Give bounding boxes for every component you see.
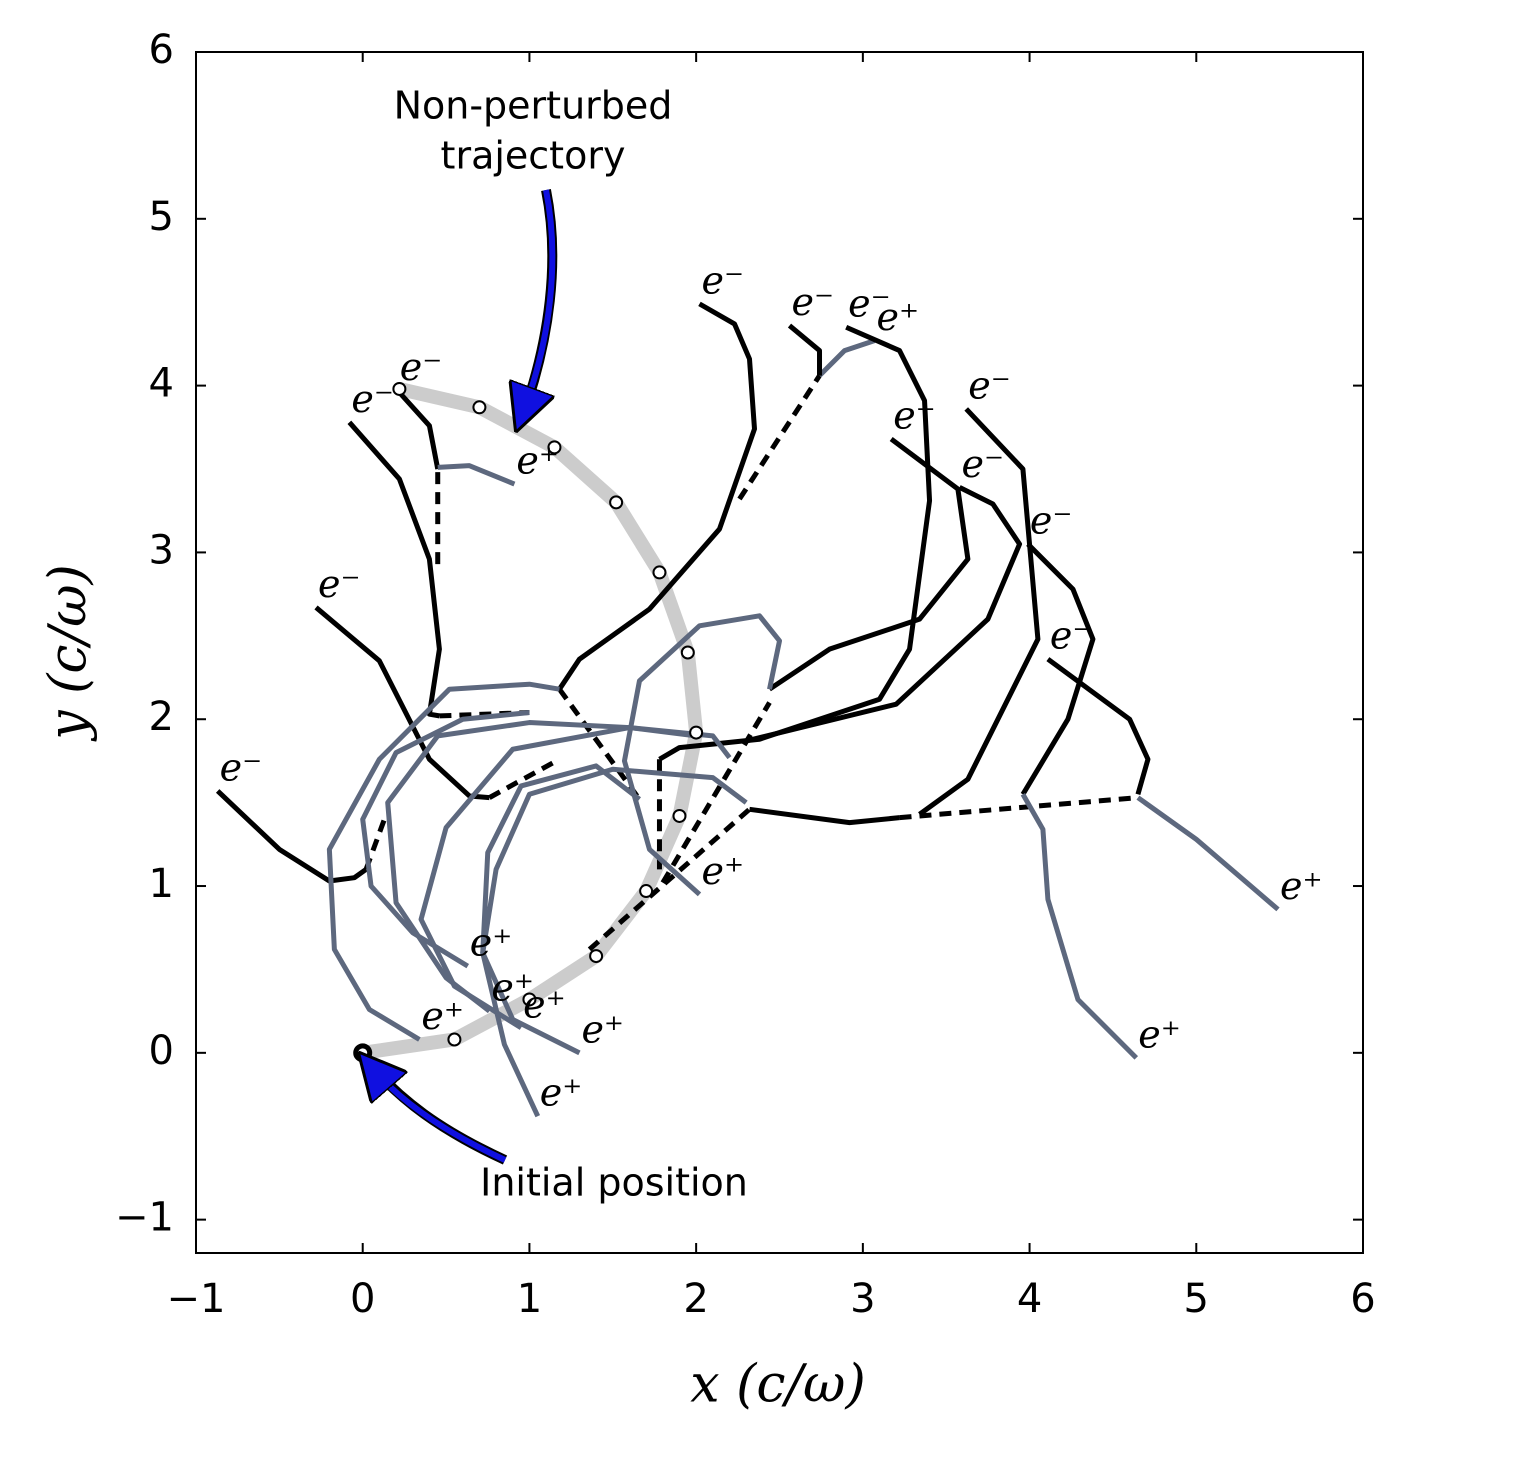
x-tick-label: 0	[350, 1276, 375, 1322]
x-tick-label: −1	[167, 1276, 226, 1322]
y-tick-label: 4	[149, 361, 174, 407]
particle-label: e⁺	[491, 966, 534, 1010]
particle-label: e⁻	[400, 345, 443, 389]
pair-link	[587, 807, 752, 952]
y-tick-label: −1	[115, 1195, 174, 1241]
particle-label: e⁺	[516, 439, 559, 483]
pair-link	[488, 757, 561, 800]
x-tick-label: 2	[683, 1276, 708, 1322]
particle-label: e⁺	[470, 921, 513, 965]
particle-label: e⁺	[1138, 1012, 1181, 1056]
annotation: trajectory	[441, 134, 626, 178]
annotation: Non-perturbed	[394, 84, 673, 128]
trajectory-marker	[589, 949, 604, 964]
y-tick-label: 0	[149, 1028, 174, 1074]
trajectory-marker	[447, 1032, 462, 1047]
trajectory	[314, 605, 490, 801]
pair-link	[737, 374, 822, 501]
trajectory	[480, 763, 641, 1118]
trajectory	[768, 436, 971, 692]
initial-position	[353, 1043, 373, 1063]
particle-label: e⁺	[1280, 864, 1323, 908]
trajectory-marker	[689, 725, 704, 740]
particle-label: e⁺	[701, 849, 744, 893]
x-axis-label: x (c/ω)	[690, 1355, 865, 1415]
particle-label: e⁺	[581, 1007, 624, 1051]
trajectory	[745, 485, 1023, 744]
particle-label: e⁻	[351, 377, 394, 421]
trajectory-marker	[609, 495, 624, 510]
trajectory-marker	[652, 565, 667, 580]
trajectory-marker	[547, 440, 562, 455]
pair-link	[439, 710, 530, 719]
arrow	[374, 1070, 507, 1163]
trajectory	[360, 710, 530, 969]
pair-link	[660, 701, 772, 884]
particle-label: e⁻	[792, 280, 835, 324]
trajectory	[437, 463, 516, 487]
trajectory	[621, 613, 782, 897]
trajectory	[1020, 542, 1096, 796]
y-tick-label: 6	[149, 27, 174, 73]
particle-label: e⁺	[421, 994, 464, 1038]
particle-label: e⁻	[968, 363, 1011, 407]
x-tick-label: 4	[1017, 1276, 1042, 1322]
y-axis-label: y (c/ω)	[39, 564, 99, 742]
trajectory	[787, 323, 823, 376]
x-tick-label: 1	[517, 1276, 542, 1322]
trajectory	[817, 338, 876, 378]
particle-label: e⁺	[523, 982, 566, 1026]
annotation: Initial position	[480, 1161, 748, 1205]
y-tick-label: 2	[149, 694, 174, 740]
trajectory-marker	[472, 400, 487, 415]
particle-label: e⁻	[962, 442, 1005, 486]
particle-label: e⁻	[318, 562, 361, 606]
x-tick-label: 5	[1184, 1276, 1209, 1322]
trajectory	[326, 681, 560, 1042]
trajectory-marker	[522, 992, 537, 1007]
y-tick-label: 1	[149, 861, 174, 907]
particle-label: e⁻	[893, 393, 936, 437]
trajectory-marker	[672, 808, 687, 823]
trajectory	[1046, 657, 1151, 795]
particle-label: e⁻	[701, 258, 744, 302]
arrow-outline	[364, 1058, 508, 1165]
trajectory	[480, 766, 748, 1056]
trajectory	[215, 789, 368, 884]
particle-label: e⁻	[848, 282, 891, 326]
trajectory-marker	[639, 884, 654, 899]
trajectory	[658, 324, 933, 762]
x-tick-label: 6	[1350, 1276, 1375, 1322]
plot-frame	[195, 51, 1364, 1254]
particle-label: e⁻	[1030, 499, 1073, 543]
trajectory	[1020, 793, 1139, 1060]
y-tick-label: 3	[149, 527, 174, 573]
trajectory	[347, 420, 442, 719]
y-tick-label: 5	[149, 194, 174, 240]
trajectory	[1136, 795, 1280, 912]
pair-link	[557, 687, 642, 801]
particle-label: e⁺	[877, 295, 920, 339]
trajectory	[385, 720, 697, 1014]
trajectory-marker	[392, 381, 407, 396]
trajectory	[395, 388, 441, 470]
trajectory	[557, 301, 757, 691]
particle-label: e⁻	[1050, 614, 1093, 658]
arrow	[524, 189, 556, 410]
particle-label: e⁻	[220, 745, 263, 789]
x-tick-label: 3	[850, 1276, 875, 1322]
trajectory	[749, 806, 900, 826]
trajectory	[918, 407, 1041, 817]
particle-label: e⁺	[540, 1071, 583, 1115]
trajectory-marker	[680, 645, 695, 660]
